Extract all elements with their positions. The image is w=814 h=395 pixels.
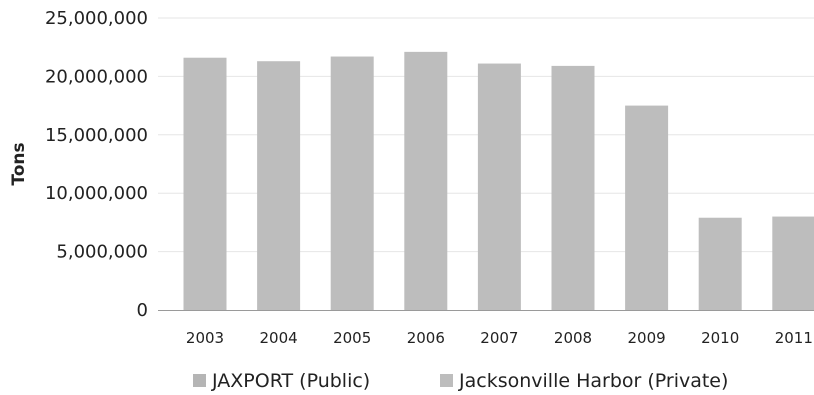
bars bbox=[183, 51, 814, 310]
y-tick-label: 5,000,000 bbox=[56, 242, 148, 263]
y-tick-label: 0 bbox=[137, 300, 148, 321]
y-axis-title: Tons bbox=[9, 142, 29, 185]
bar-2004 bbox=[257, 61, 301, 310]
y-tick-label: 10,000,000 bbox=[45, 183, 148, 204]
legend-swatch bbox=[193, 374, 206, 387]
bar-2007 bbox=[477, 63, 521, 310]
bar-2006 bbox=[404, 51, 448, 310]
legend-swatch bbox=[440, 374, 453, 387]
bar-2005 bbox=[330, 56, 374, 310]
x-tick-label: 2003 bbox=[186, 329, 224, 347]
bar-2011 bbox=[772, 216, 814, 310]
legend: JAXPORT (Public) Jacksonville Harbor (Pri… bbox=[193, 370, 728, 392]
legend-label: JAXPORT (Public) bbox=[211, 370, 370, 392]
x-tick-label: 2005 bbox=[333, 329, 371, 347]
bar-2009 bbox=[625, 105, 669, 310]
legend-label: Jacksonville Harbor (Private) bbox=[458, 370, 728, 392]
y-axis-ticks: 0 5,000,000 10,000,000 15,000,000 20,000,000… bbox=[45, 8, 148, 321]
x-tick-label: 2009 bbox=[628, 329, 666, 347]
x-tick-label: 2004 bbox=[260, 329, 298, 347]
y-tick-label: 20,000,000 bbox=[45, 66, 148, 87]
x-tick-label: 2011 bbox=[775, 329, 813, 347]
y-tick-label: 25,000,000 bbox=[45, 8, 148, 29]
x-axis-ticks: 2003 2004 2005 2006 2007 2008 2009 2010 2011 bbox=[186, 329, 813, 347]
bar-2010 bbox=[698, 217, 742, 310]
x-tick-label: 2007 bbox=[480, 329, 518, 347]
x-tick-label: 2006 bbox=[407, 329, 445, 347]
y-tick-label: 15,000,000 bbox=[45, 125, 148, 146]
x-tick-label: 2008 bbox=[554, 329, 592, 347]
x-tick-label: 2010 bbox=[701, 329, 739, 347]
bar-2008 bbox=[551, 65, 595, 310]
bar-2003 bbox=[183, 57, 227, 310]
